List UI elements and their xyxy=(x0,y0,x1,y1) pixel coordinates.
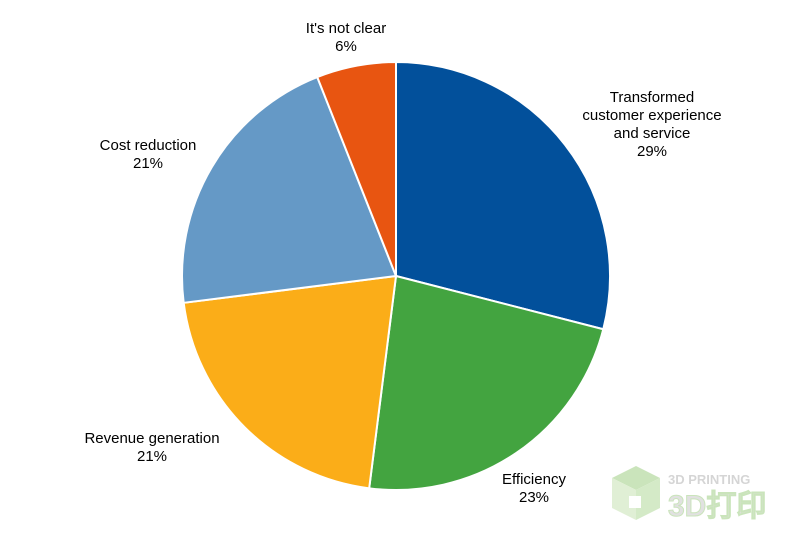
pie-labels: Transformed customer experience and servic… xyxy=(84,20,721,506)
pie-slice-1 xyxy=(368,274,605,491)
pie-label-3: Cost reduction 21% xyxy=(100,137,197,172)
pie-label-line: Transformed xyxy=(610,89,694,106)
pie-label-value: 29% xyxy=(637,143,667,160)
pie-slices xyxy=(181,60,611,491)
pie-label-line: Efficiency xyxy=(502,471,566,488)
pie-label-value: 23% xyxy=(519,489,549,506)
pie-label-value: 6% xyxy=(335,38,357,55)
pie-label-line: Cost reduction xyxy=(100,137,197,154)
pie-label-1: Efficiency 23% xyxy=(502,471,566,506)
pie-label-2: Revenue generation 21% xyxy=(84,430,219,465)
watermark-line2: 3D打印 xyxy=(668,490,766,523)
pie-label-line: customer experience xyxy=(582,107,721,124)
pie-slice-4 xyxy=(315,60,397,277)
pie-label-0: Transformed customer experience and servic… xyxy=(582,89,721,160)
pie-slice-2 xyxy=(182,274,398,490)
cube-logo xyxy=(612,466,660,520)
pie-label-4: It's not clear 6% xyxy=(306,20,386,55)
watermark: 3D PRINTING 3D打印 xyxy=(612,466,767,524)
pie-label-line: Revenue generation xyxy=(84,430,219,447)
pie-label-value: 21% xyxy=(137,448,167,465)
pie-label-line: It's not clear xyxy=(306,20,386,37)
pie-label-line: and service xyxy=(614,125,691,142)
watermark-line1: 3D PRINTING xyxy=(668,472,750,487)
pie-label-value: 21% xyxy=(133,155,163,172)
pie-slice-3 xyxy=(181,75,398,304)
pie-slice-0 xyxy=(395,60,611,331)
